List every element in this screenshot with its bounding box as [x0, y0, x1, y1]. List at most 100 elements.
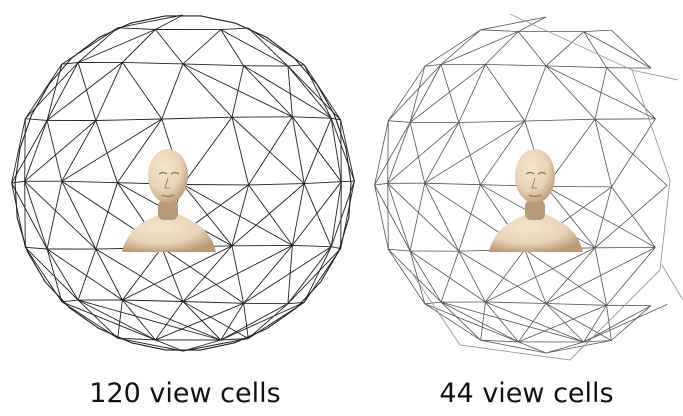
left-edge — [330, 118, 355, 182]
right-edge — [387, 183, 389, 250]
left-edge — [46, 248, 79, 301]
right-edge — [409, 250, 426, 304]
left-edge — [24, 120, 97, 182]
left-edge — [291, 183, 305, 246]
left-edge — [231, 116, 305, 184]
left-edge — [220, 303, 289, 341]
left-edge — [161, 63, 184, 120]
right-edge — [387, 120, 389, 184]
right-edge — [611, 305, 652, 341]
left-edge — [182, 301, 249, 339]
left-edge — [303, 183, 332, 247]
left-edge — [303, 118, 332, 184]
right-edge — [424, 29, 481, 67]
right-edge — [480, 339, 547, 354]
right-edge — [545, 65, 596, 120]
right-edge — [524, 118, 596, 122]
left-edge — [95, 248, 123, 301]
left-edge — [248, 27, 305, 66]
right-edge — [583, 29, 612, 32]
right-edge — [594, 185, 668, 249]
left-edge — [341, 180, 355, 183]
left-edge — [61, 301, 118, 339]
right-edge — [594, 247, 607, 306]
right-edge — [387, 183, 411, 252]
right-edge — [485, 247, 596, 303]
left-edge — [292, 116, 332, 119]
right-edge — [480, 301, 486, 341]
right-edge — [440, 31, 519, 65]
left-edge — [122, 247, 163, 301]
right-head — [515, 149, 555, 203]
left-edge — [77, 299, 156, 341]
left-edge — [46, 181, 63, 250]
left-edge — [155, 301, 184, 341]
right-edge — [606, 67, 656, 120]
left-edge — [155, 14, 184, 30]
right-shoulders — [489, 214, 583, 252]
right-edge — [374, 182, 388, 186]
left-edge — [330, 180, 355, 247]
left-edge — [182, 245, 233, 302]
left-edge — [220, 338, 249, 341]
right-edge — [485, 64, 547, 67]
panel-120-view-cells: 120 view cells — [11, 14, 355, 409]
left-edge — [77, 299, 221, 341]
right-edge — [611, 118, 656, 188]
right-edge — [388, 248, 411, 252]
right-edge — [524, 249, 547, 304]
right-edge — [409, 250, 442, 303]
right-edge — [440, 64, 460, 123]
right-edge — [409, 250, 486, 303]
left-edge — [292, 116, 342, 182]
left-edge — [95, 182, 118, 250]
right-edge — [606, 247, 656, 306]
left-edge — [122, 299, 156, 341]
left-edge — [220, 301, 305, 341]
left-edge — [182, 339, 221, 352]
left-edge — [182, 63, 244, 67]
left-edge — [46, 248, 123, 301]
caption-44-view-cells: 44 view cells — [439, 378, 614, 409]
left-edge — [122, 299, 184, 302]
left-edge — [155, 29, 184, 65]
left-edge — [11, 118, 26, 184]
right-hull-path — [409, 13, 679, 361]
left-edge — [25, 246, 48, 250]
left-edge — [61, 62, 79, 65]
left-edge — [11, 120, 48, 184]
left-edge — [292, 244, 332, 248]
right-edge — [480, 16, 547, 31]
right-edge — [374, 122, 411, 186]
right-edge — [409, 66, 426, 123]
right-edge — [374, 184, 411, 252]
left-edge — [61, 118, 163, 182]
left-edge — [287, 245, 293, 304]
left-edge — [24, 181, 26, 248]
left-edge — [61, 180, 118, 184]
left-edge — [287, 246, 332, 304]
left-edge — [287, 64, 305, 67]
geodesic-view-sphere-dense — [11, 14, 355, 352]
left-nose — [164, 177, 170, 189]
right-edge — [388, 249, 442, 303]
right-edge — [424, 182, 481, 186]
right-edge — [545, 303, 612, 341]
left-edge — [247, 27, 289, 67]
left-edge — [182, 338, 249, 352]
panel-44-view-cells: 44 view cells — [370, 0, 683, 416]
right-edge — [583, 305, 652, 343]
right-edge — [387, 249, 426, 305]
right-edge — [480, 120, 526, 185]
caption-120-view-cells: 120 view cells — [89, 378, 281, 409]
left-edge — [331, 117, 341, 121]
right-edge — [424, 122, 460, 184]
left-edge — [24, 247, 63, 303]
right-edge — [485, 301, 584, 343]
right-edge — [594, 67, 607, 120]
right-edge — [374, 120, 389, 186]
left-edge — [46, 62, 123, 121]
right-edge — [524, 249, 607, 306]
right-edge — [458, 122, 481, 185]
left-edge — [287, 301, 305, 305]
